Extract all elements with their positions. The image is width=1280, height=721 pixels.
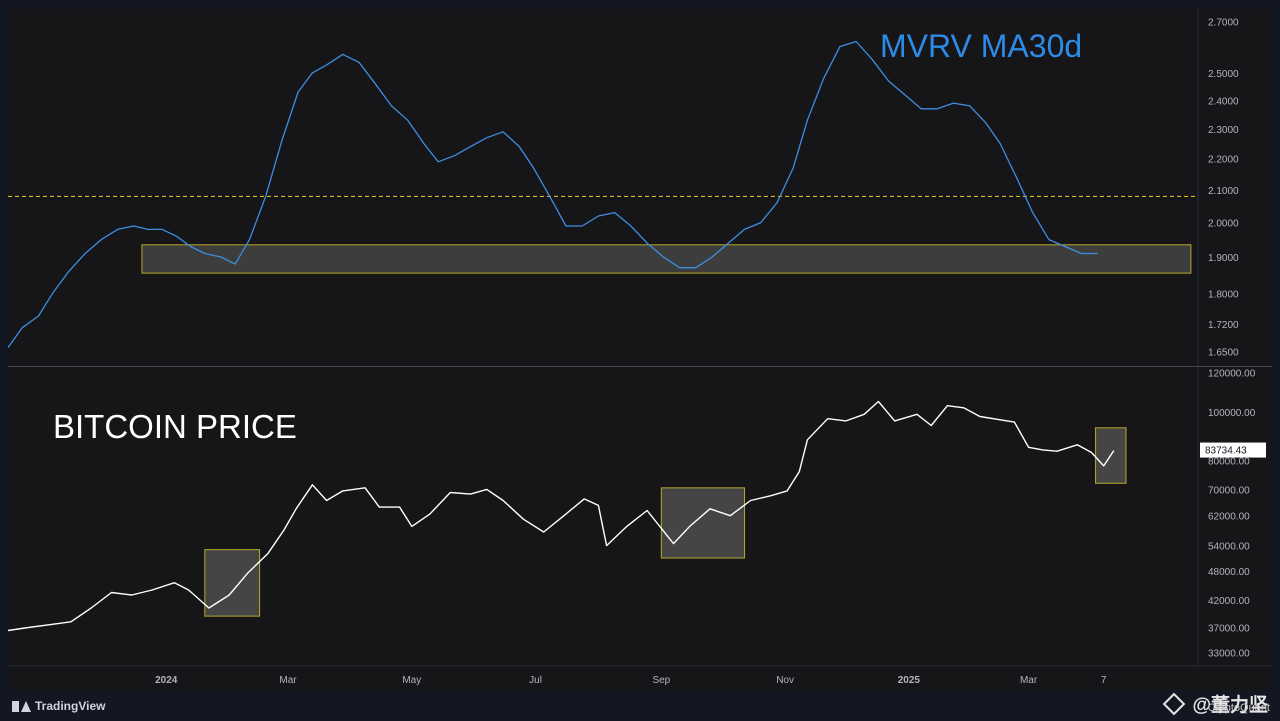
y-tick-label: 80000.00: [1208, 456, 1250, 467]
x-tick-label: 7: [1101, 675, 1107, 686]
y-tick-label: 100000.00: [1208, 408, 1256, 419]
watermark-source: CryptoQuant: [1207, 702, 1270, 714]
tradingview-icon: [12, 700, 31, 712]
y-tick-label: 2.2000: [1208, 155, 1239, 166]
x-tick-label: May: [402, 675, 421, 686]
y-tick-label: 2.1000: [1208, 186, 1239, 197]
y-tick-label: 54000.00: [1208, 542, 1250, 553]
x-tick-label: Mar: [279, 675, 297, 686]
mvrv-title: MVRV MA30d: [880, 28, 1082, 64]
last-price-label: 83734.43: [1205, 446, 1247, 457]
y-tick-label: 70000.00: [1208, 485, 1250, 496]
y-tick-label: 42000.00: [1208, 596, 1250, 607]
watermark-handle: @董力坚: [1192, 695, 1268, 716]
mvrv-series-line: [7, 40, 1098, 348]
y-tick-label: 2.7000: [1208, 17, 1239, 28]
watermark: @董力坚: [1163, 690, 1268, 717]
y-tick-label: 2.4000: [1208, 96, 1239, 107]
y-tick-label: 37000.00: [1208, 624, 1250, 635]
tradingview-logo[interactable]: TradingView: [12, 699, 105, 713]
x-tick-label: Jul: [529, 675, 542, 686]
x-tick-label: Mar: [1020, 675, 1038, 686]
x-tick-label: 2025: [898, 675, 921, 686]
price-title: BITCOIN PRICE: [53, 408, 297, 445]
y-tick-label: 1.7200: [1208, 320, 1239, 331]
price-series-line: [7, 400, 1115, 632]
y-tick-label: 33000.00: [1208, 648, 1250, 659]
y-tick-label: 2.0000: [1208, 219, 1239, 230]
y-tick-label: 62000.00: [1208, 512, 1250, 523]
tradingview-label: TradingView: [35, 699, 106, 713]
y-tick-label: 2.3000: [1208, 125, 1239, 136]
highlight-box: [660, 487, 746, 559]
y-tick-label: 120000.00: [1208, 369, 1256, 380]
footer-bar: TradingView @董力坚 CryptoQuant: [0, 690, 1280, 721]
binance-icon: [1163, 692, 1186, 715]
x-tick-label: Sep: [652, 675, 670, 686]
x-tick-label: 2024: [155, 675, 178, 686]
x-tick-label: Nov: [776, 675, 794, 686]
last-price-label-bg: [1200, 442, 1266, 458]
y-tick-label: 1.8000: [1208, 289, 1239, 300]
y-tick-label: 48000.00: [1208, 567, 1250, 578]
chart-svg: 2.7000 2.5000 2.4000 2.3000 2.2000 2.1000 2.00…: [7, 9, 1272, 686]
chart-area[interactable]: 2.7000 2.5000 2.4000 2.3000 2.2000 2.1000 2.00…: [7, 9, 1272, 690]
y-tick-label: 1.6500: [1208, 348, 1239, 359]
y-tick-label: 2.5000: [1208, 69, 1239, 80]
y-tick-label: 1.9000: [1208, 253, 1239, 264]
